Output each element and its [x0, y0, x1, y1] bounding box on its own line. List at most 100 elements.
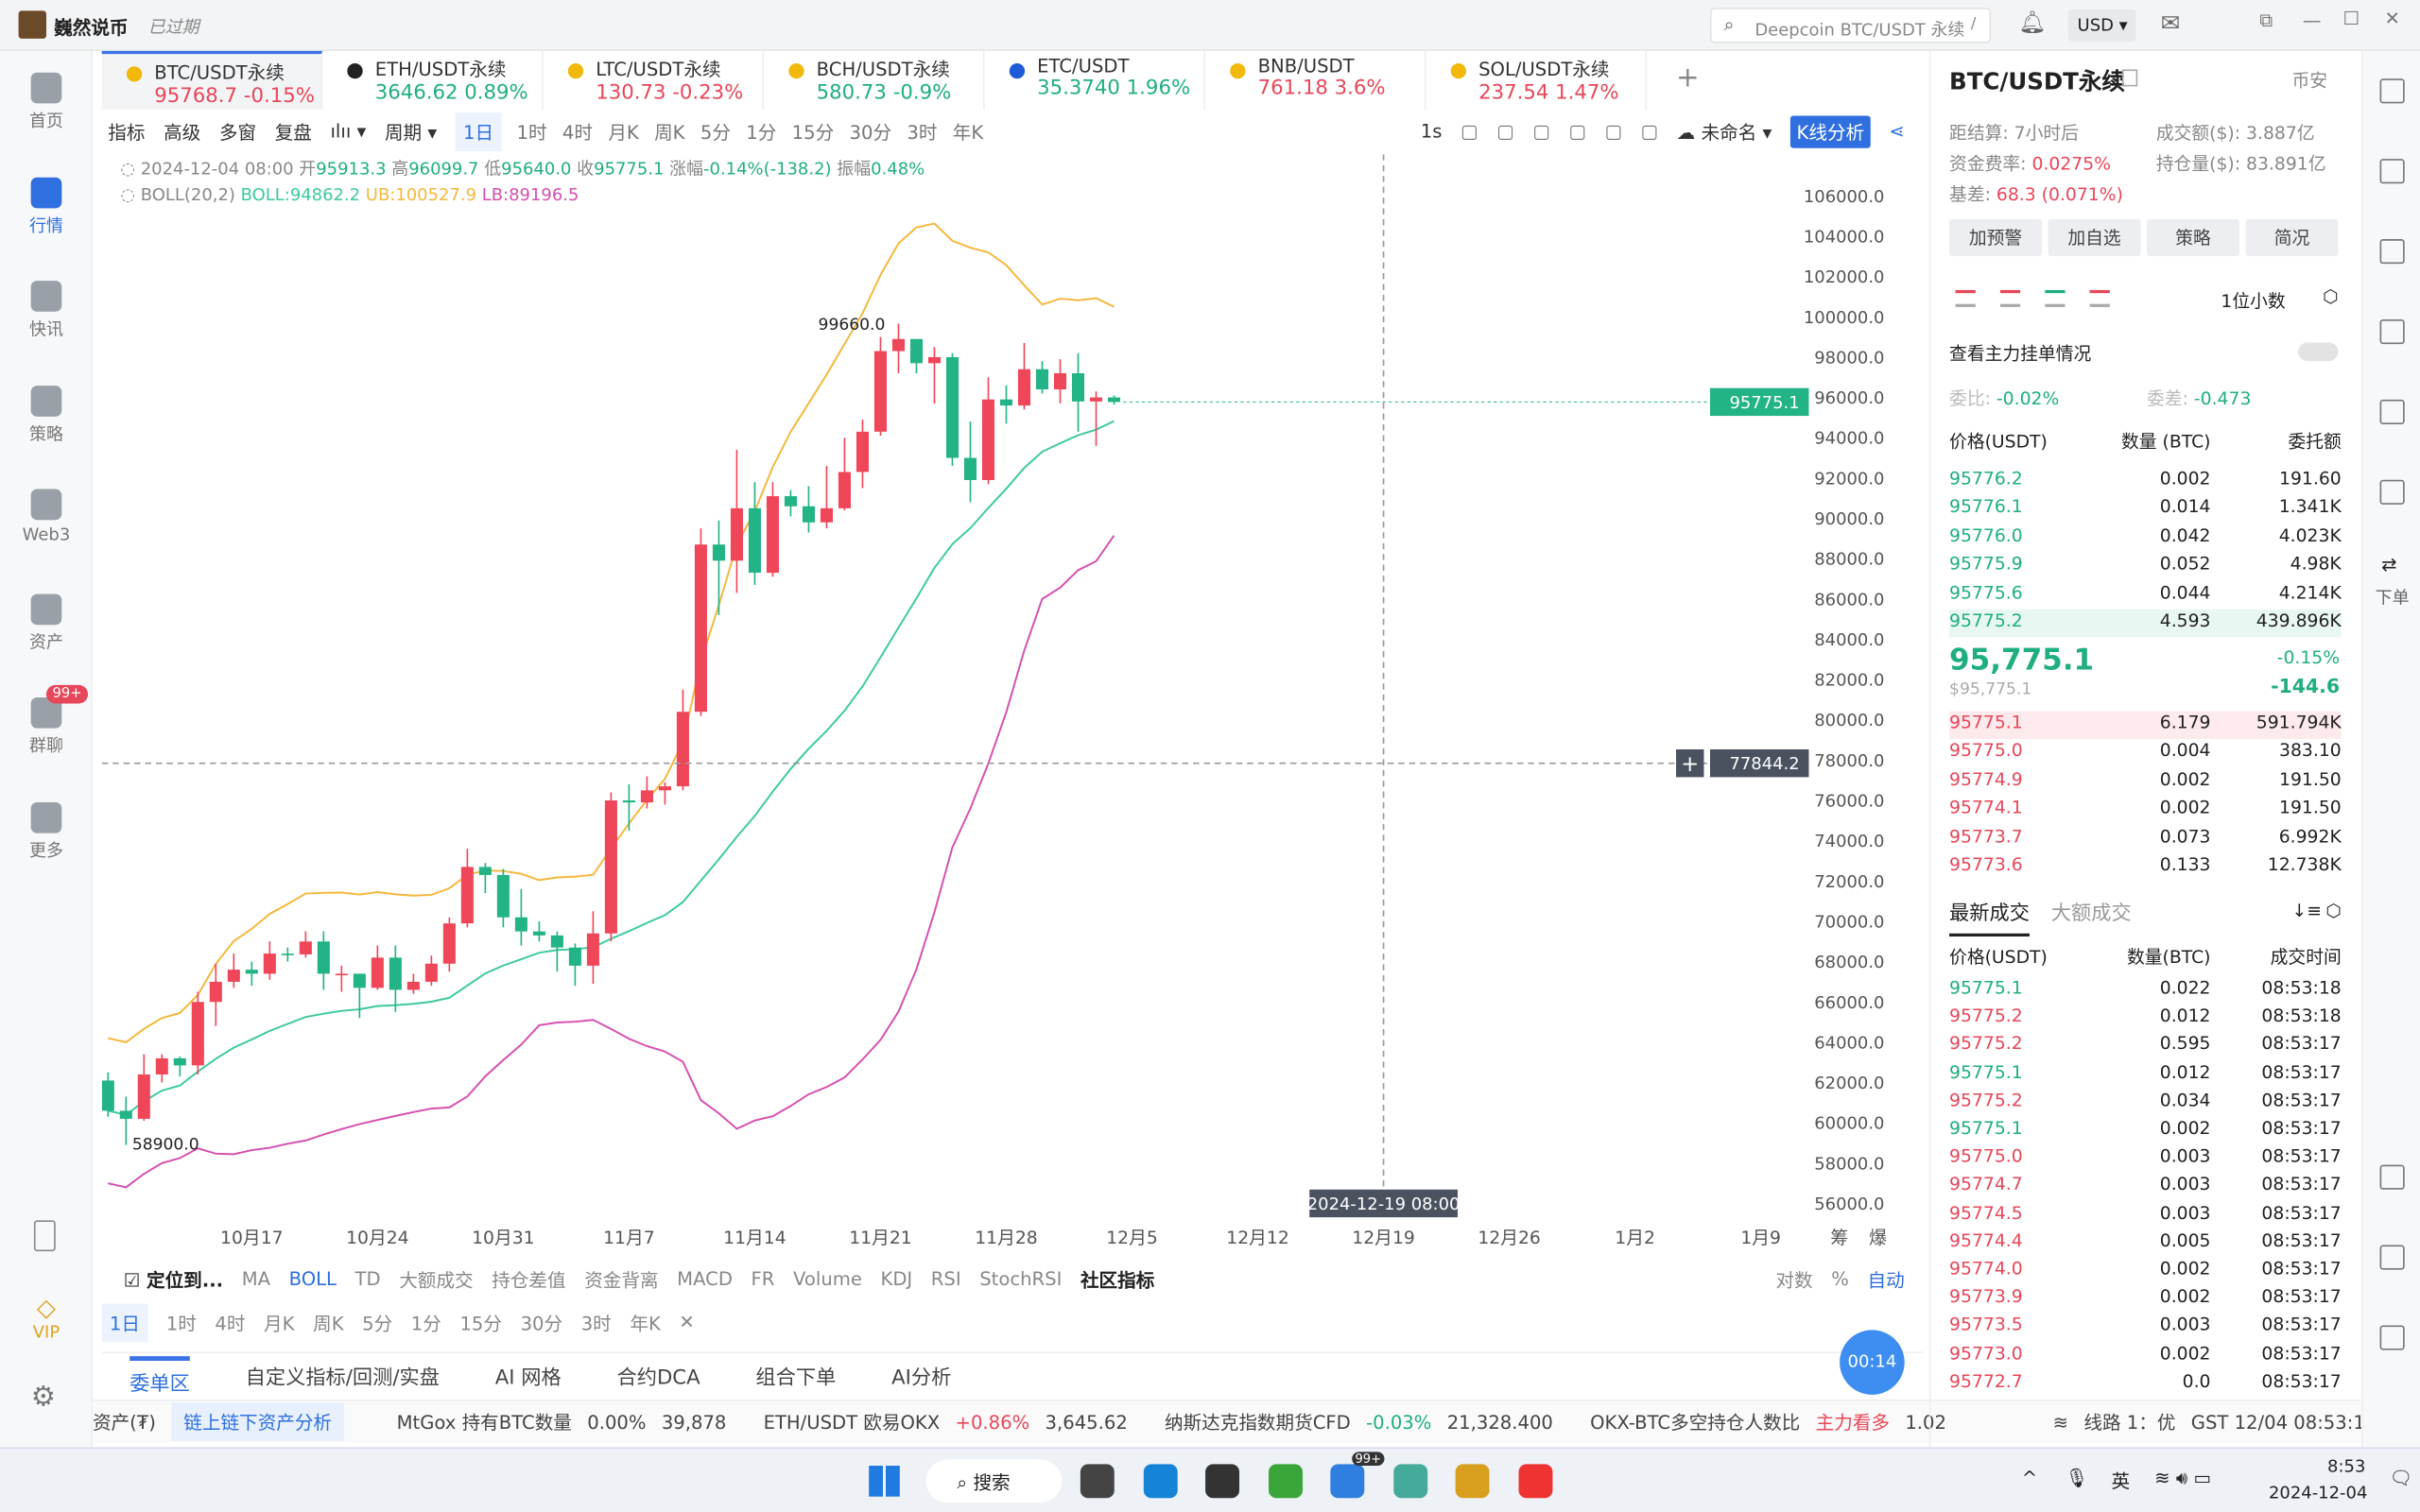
taskbar-app-5[interactable]: [1392, 1464, 1427, 1499]
period-7[interactable]: 15分: [791, 121, 835, 144]
orderbook-row[interactable]: 95774.9 0.002 191.50: [1949, 768, 2342, 796]
indicator-3[interactable]: 大额成交: [399, 1268, 474, 1291]
scale-option-2[interactable]: 自动: [1867, 1268, 1905, 1291]
window-pin-icon[interactable]: ⧉: [2259, 9, 2273, 31]
mic-icon[interactable]: 🎙︎: [2065, 1467, 2089, 1489]
indicator-1[interactable]: BOLL: [288, 1268, 337, 1290]
crop-icon[interactable]: ▢: [1532, 120, 1550, 143]
panel-button-3[interactable]: 简况: [2245, 218, 2339, 257]
bell-icon[interactable]: 🔔︎: [2018, 10, 2047, 36]
taskbar-app-4[interactable]: [1330, 1464, 1365, 1499]
indicator-9[interactable]: KDJ: [880, 1268, 913, 1290]
sidebar-item-6[interactable]: 群聊 99+: [0, 684, 93, 758]
toolbar-button-0[interactable]: 指标: [108, 121, 146, 144]
main-orders-link[interactable]: 查看主力挂单情况: [1949, 342, 2092, 365]
orderbook-add-icon[interactable]: [2089, 289, 2110, 307]
trade-tab-1[interactable]: 大额成交: [2050, 902, 2132, 926]
phone-icon[interactable]: [33, 1220, 56, 1252]
gear-icon[interactable]: ▢: [1604, 120, 1622, 143]
orderbook-icon[interactable]: [2379, 78, 2405, 104]
period-8[interactable]: 30分: [849, 121, 892, 144]
bottom-tab-4[interactable]: 组合下单: [755, 1366, 837, 1391]
quick-period-7[interactable]: 15分: [459, 1312, 502, 1334]
main-orders-toggle[interactable]: [2298, 342, 2339, 362]
bottom-tab-0[interactable]: 委单区: [130, 1355, 190, 1396]
tab-symbol-4[interactable]: ETC/USDT 35.3740 1.96%: [985, 50, 1206, 110]
panel-button-2[interactable]: 策略: [2147, 218, 2239, 257]
indicator-5[interactable]: 资金背离: [584, 1268, 659, 1291]
tab-symbol-2[interactable]: LTC/USDT永续 130.73 -0.23%: [544, 50, 765, 110]
orderbook-bids-icon[interactable]: [2045, 289, 2066, 307]
ime-indicator[interactable]: 英: [2111, 1469, 2131, 1492]
mail-icon[interactable]: ✉: [2160, 9, 2181, 38]
etf-icon[interactable]: [2379, 479, 2405, 505]
sidebar-item-2[interactable]: 快讯: [0, 281, 93, 341]
fullscreen-icon[interactable]: ▢: [1640, 120, 1659, 143]
layout-select[interactable]: ☁ 未命名 ▾: [1676, 121, 1772, 144]
scale-option-1[interactable]: %: [1831, 1268, 1849, 1290]
clock-time[interactable]: 8:53: [2327, 1456, 2366, 1477]
network-volume-battery-icons[interactable]: ≋ 🔊︎ ▭: [2154, 1467, 2211, 1489]
period-1[interactable]: 1时: [516, 121, 547, 144]
quick-period-9[interactable]: 3时: [580, 1312, 612, 1334]
close-icon[interactable]: ✕: [679, 1311, 695, 1333]
share-icon[interactable]: ⋖: [1889, 120, 1905, 143]
exchange-link[interactable]: 币安: [2291, 69, 2328, 92]
taskbar-app-1[interactable]: [1142, 1464, 1177, 1499]
indicator-6[interactable]: MACD: [677, 1268, 733, 1290]
sidebar-item-1[interactable]: 行情: [0, 176, 93, 237]
locate-button[interactable]: ☑ 定位到...: [123, 1268, 224, 1291]
period-0[interactable]: 1日: [455, 112, 502, 151]
indicator-7[interactable]: FR: [751, 1268, 775, 1290]
settings-icon[interactable]: ⚙: [30, 1381, 57, 1414]
taskbar-app-7[interactable]: [1517, 1464, 1552, 1499]
order-label[interactable]: 下单: [2375, 588, 2410, 609]
settings-icon[interactable]: ⬡: [2325, 899, 2342, 921]
orderbook-row[interactable]: 95773.7 0.073 6.992K: [1949, 825, 2342, 852]
headset-icon[interactable]: [2379, 1245, 2405, 1270]
toolbar-button-3[interactable]: 复盘: [274, 121, 312, 144]
community-indicators[interactable]: 社区指标: [1080, 1268, 1155, 1291]
timer-badge[interactable]: 00:14: [1840, 1330, 1905, 1395]
period-10[interactable]: 年K: [952, 121, 984, 144]
period-4[interactable]: 周K: [654, 121, 685, 144]
tab-symbol-3[interactable]: BCH/USDT永续 580.73 -0.9%: [764, 50, 985, 110]
tab-symbol-5[interactable]: BNB/USDT 761.18 3.6%: [1205, 50, 1426, 110]
bottom-tab-5[interactable]: AI分析: [891, 1366, 952, 1391]
orderbook-row[interactable]: 95775.9 0.052 4.98K: [1949, 553, 2342, 580]
taskbar-search[interactable]: ⌕ 搜索: [925, 1459, 1063, 1503]
bottom-tab-1[interactable]: 自定义指标/回测/实盘: [245, 1366, 440, 1391]
indicator-4[interactable]: 持仓差值: [492, 1268, 566, 1291]
tab-symbol-1[interactable]: ETH/USDT永续 3646.62 0.89%: [322, 50, 544, 110]
add-alert-icon[interactable]: [1676, 749, 1704, 778]
sidebar-item-4[interactable]: Web3: [0, 489, 93, 544]
notification-icon[interactable]: 🗨︎: [2389, 1467, 2413, 1489]
order-icon[interactable]: ⇄: [2381, 554, 2397, 576]
sidebar-item-0[interactable]: 首页: [0, 72, 93, 133]
layout-icon[interactable]: [2379, 1164, 2405, 1190]
bottom-tab-2[interactable]: AI 网格: [494, 1366, 562, 1391]
chart-type-icon[interactable]: ılıı ▾: [330, 120, 367, 143]
quick-period-3[interactable]: 月K: [264, 1312, 295, 1334]
search-input[interactable]: ⌕ Deepcoin BTC/USDT 永续 /: [1709, 8, 1992, 43]
pencil-icon[interactable]: ▢: [1496, 120, 1514, 143]
add-tab-icon[interactable]: +: [1676, 61, 1700, 94]
close-icon[interactable]: ✕: [2384, 8, 2400, 30]
orderbook-both-icon[interactable]: [1955, 289, 1976, 307]
calculator-icon[interactable]: ▢: [1568, 120, 1586, 143]
currency-select[interactable]: USD ▾: [2067, 9, 2136, 43]
orderbook-row[interactable]: 95775.6 0.044 4.214K: [1949, 581, 2342, 609]
quick-period-0[interactable]: 1日: [101, 1302, 148, 1342]
bot-icon[interactable]: [2379, 1325, 2405, 1350]
minimize-icon[interactable]: —: [2302, 9, 2322, 31]
sidebar-item-7[interactable]: 更多: [0, 801, 93, 862]
taskbar-app-3[interactable]: [1268, 1464, 1303, 1499]
camera-icon[interactable]: ▢: [1461, 120, 1478, 143]
orderbook-row[interactable]: 95775.1 6.179 591.794K: [1949, 711, 2342, 740]
orderbook-row[interactable]: 95775.2 4.593 439.896K: [1949, 609, 2342, 638]
settings-icon[interactable]: ⬡: [2323, 285, 2339, 307]
orderbook-col-1[interactable]: 数量 (BTC): [2120, 430, 2211, 453]
indicator-8[interactable]: Volume: [793, 1268, 862, 1290]
trade-tab-0[interactable]: 最新成交: [1949, 897, 2030, 937]
orderbook-asks-icon[interactable]: [1999, 289, 2021, 307]
